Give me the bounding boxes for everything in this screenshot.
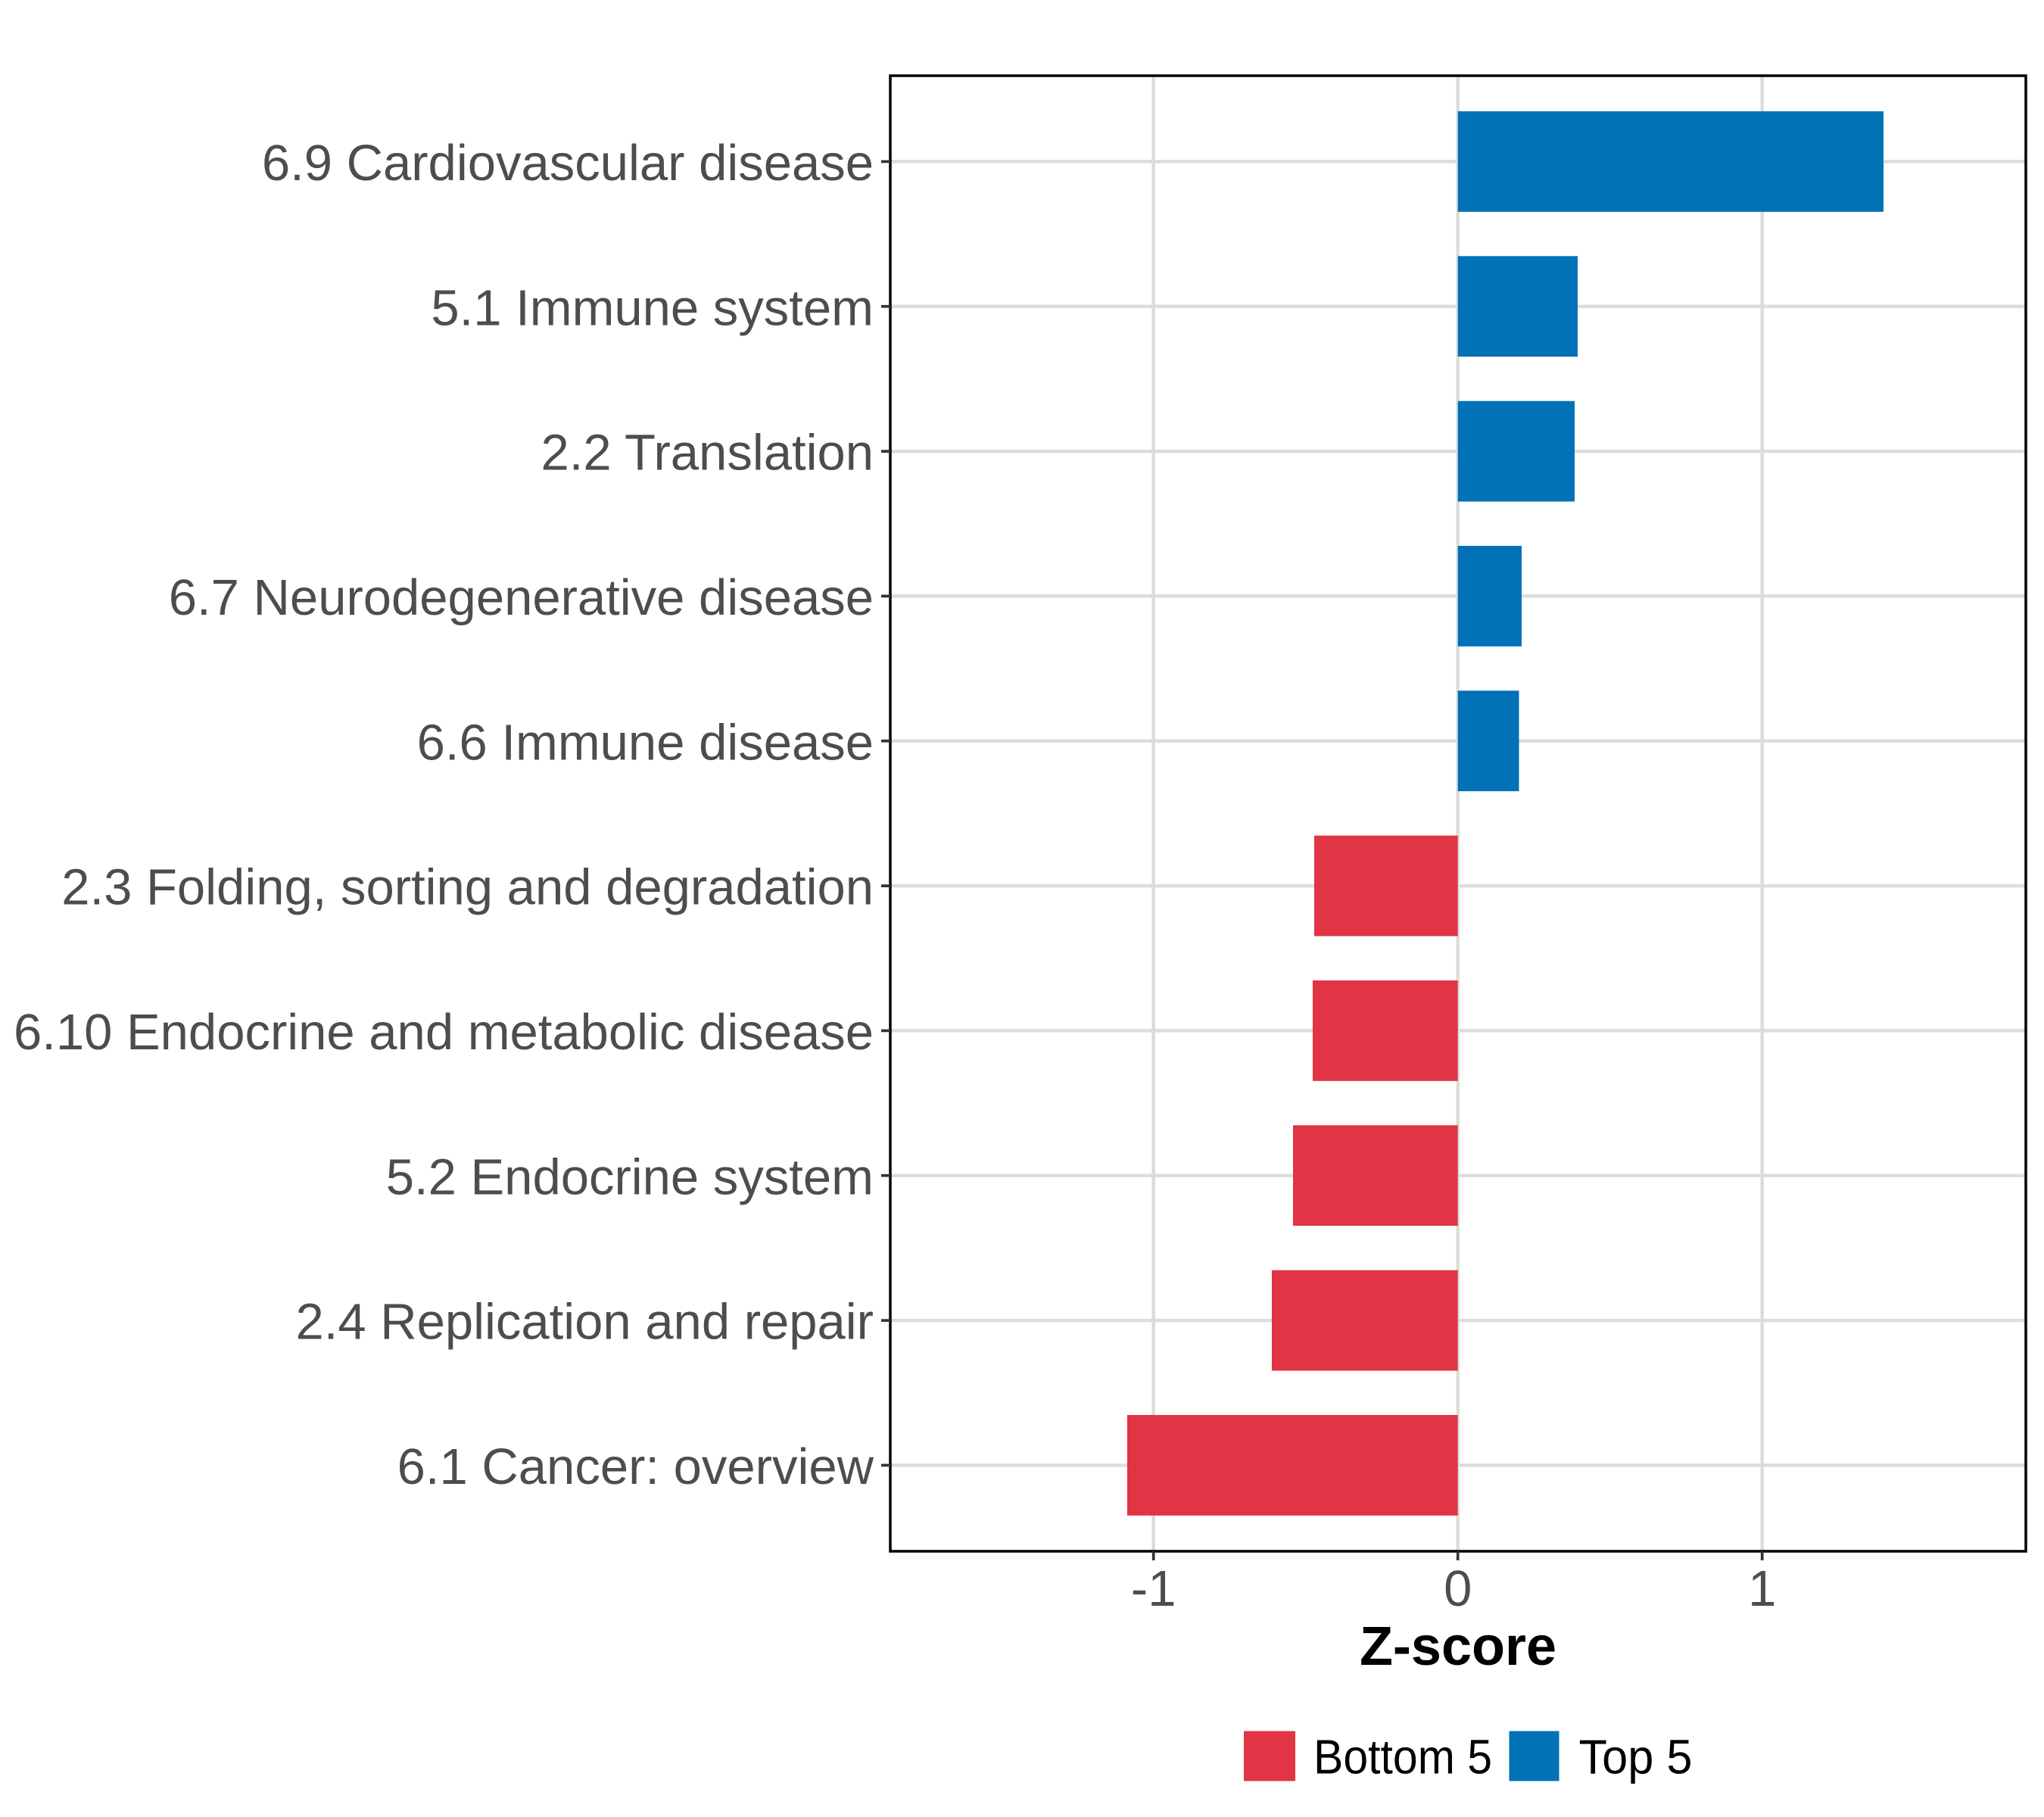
svg-text:1: 1 bbox=[1748, 1560, 1776, 1617]
svg-text:Bottom 5: Bottom 5 bbox=[1313, 1730, 1492, 1784]
svg-text:Z-score: Z-score bbox=[1360, 1616, 1556, 1677]
svg-text:0: 0 bbox=[1444, 1560, 1472, 1617]
svg-text:6.10 Endocrine and metabolic d: 6.10 Endocrine and metabolic disease bbox=[14, 1004, 874, 1061]
svg-text:6.7 Neurodegenerative disease: 6.7 Neurodegenerative disease bbox=[169, 569, 874, 626]
svg-text:2.4 Replication and repair: 2.4 Replication and repair bbox=[295, 1294, 874, 1351]
svg-text:6.9 Cardiovascular disease: 6.9 Cardiovascular disease bbox=[262, 135, 874, 192]
svg-text:Top 5: Top 5 bbox=[1579, 1730, 1693, 1784]
svg-text:5.2 Endocrine system: 5.2 Endocrine system bbox=[386, 1148, 874, 1205]
svg-text:-1: -1 bbox=[1131, 1560, 1176, 1617]
svg-text:5.1 Immune system: 5.1 Immune system bbox=[431, 279, 874, 336]
svg-text:2.2 Translation: 2.2 Translation bbox=[541, 425, 874, 482]
svg-text:2.3 Folding, sorting and degra: 2.3 Folding, sorting and degradation bbox=[61, 859, 874, 916]
svg-text:6.1 Cancer: overview: 6.1 Cancer: overview bbox=[397, 1438, 874, 1495]
svg-text:6.6 Immune disease: 6.6 Immune disease bbox=[417, 714, 874, 771]
